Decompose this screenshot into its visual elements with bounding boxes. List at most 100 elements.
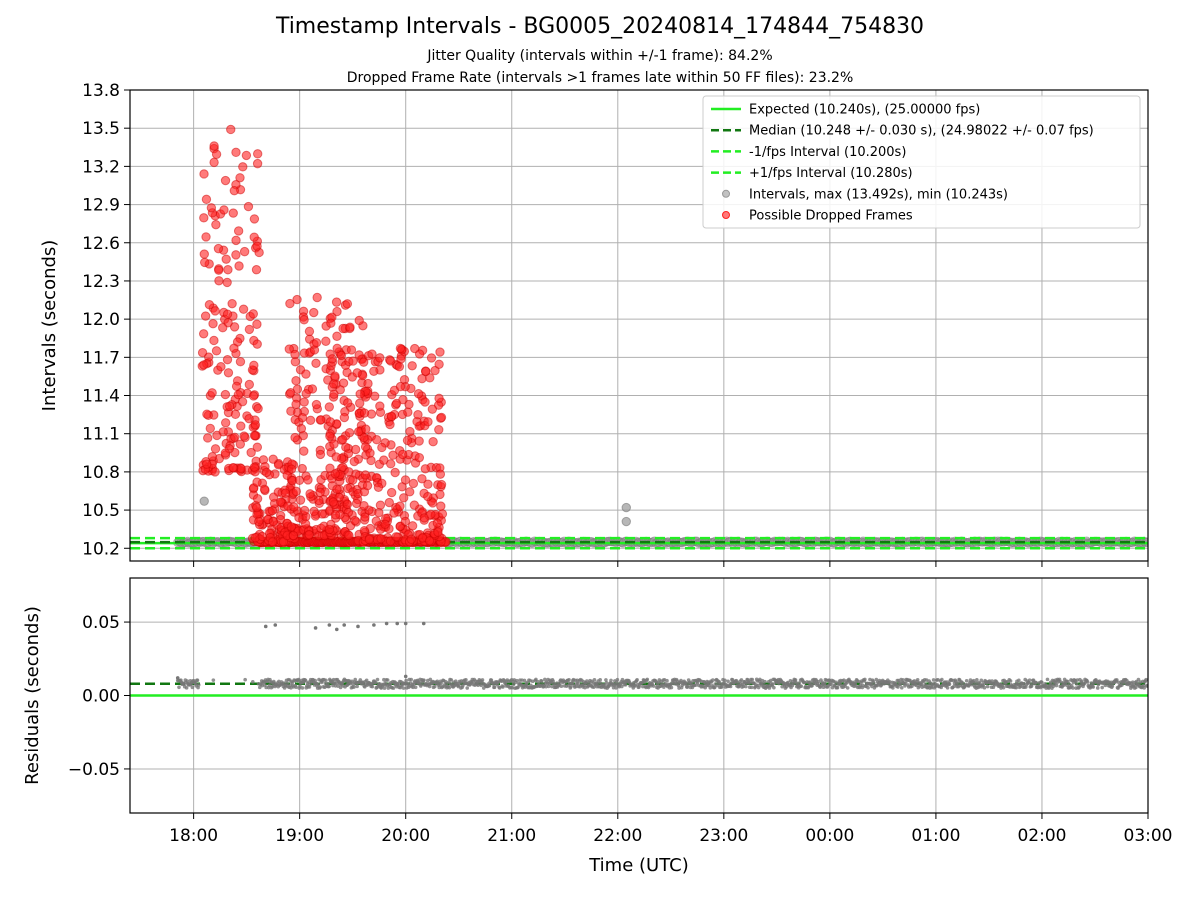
residual-point bbox=[419, 682, 424, 687]
residual-point bbox=[822, 681, 827, 686]
dropped-point bbox=[238, 162, 248, 172]
residual-point bbox=[761, 682, 765, 687]
chart-title: Timestamp Intervals - BG0005_20240814_17… bbox=[275, 14, 925, 39]
dropped-point bbox=[354, 350, 364, 360]
dropped-point bbox=[199, 213, 209, 223]
dropped-point bbox=[380, 519, 390, 530]
dropped-point bbox=[398, 395, 408, 405]
dropped-point-max-0 bbox=[226, 124, 236, 135]
residual-point bbox=[623, 683, 628, 687]
dropped-point bbox=[376, 533, 386, 544]
y-tick-label-intervals-1: 10.5 bbox=[82, 501, 120, 521]
dropped-point bbox=[305, 415, 316, 426]
residual-point bbox=[382, 677, 386, 682]
residual-point bbox=[574, 684, 578, 689]
residual-point bbox=[285, 681, 289, 686]
residual-point bbox=[358, 678, 363, 682]
dropped-point bbox=[228, 208, 238, 218]
residual-point bbox=[465, 686, 470, 690]
residual-point bbox=[592, 678, 597, 682]
residual-point bbox=[952, 684, 956, 689]
residual-point bbox=[411, 685, 415, 690]
dropped-point bbox=[285, 387, 296, 398]
residual-point bbox=[955, 681, 960, 685]
x-tick-label-6: 00:00 bbox=[805, 826, 854, 846]
interval-point-2 bbox=[621, 516, 631, 527]
dropped-point bbox=[420, 464, 431, 474]
residual-outlier-4 bbox=[327, 623, 332, 627]
dropped-point bbox=[204, 300, 215, 310]
residual-point bbox=[1100, 685, 1104, 690]
dropped-point bbox=[390, 467, 400, 478]
dropped-point bbox=[343, 398, 353, 408]
dropped-point bbox=[297, 412, 308, 423]
residual-point bbox=[1095, 686, 1100, 690]
dropped-point bbox=[345, 322, 355, 332]
dropped-point-max-1 bbox=[268, 454, 278, 464]
residual-point bbox=[1017, 678, 1021, 683]
dropped-point bbox=[234, 261, 244, 271]
residual-point bbox=[1080, 679, 1084, 683]
residual-point bbox=[901, 678, 905, 682]
dropped-point bbox=[332, 343, 342, 354]
dropped-point bbox=[305, 489, 315, 499]
residual-outlier-13 bbox=[403, 674, 408, 679]
dropped-point bbox=[216, 362, 226, 372]
dropped-point bbox=[249, 462, 260, 472]
residual-point bbox=[439, 681, 443, 685]
residual-point bbox=[447, 685, 452, 690]
residual-outlier-2 bbox=[273, 623, 278, 627]
residual-point bbox=[686, 683, 690, 688]
dropped-point bbox=[222, 309, 233, 319]
dropped-point bbox=[389, 508, 399, 518]
dropped-point bbox=[410, 343, 420, 354]
dropped-point bbox=[299, 397, 309, 407]
dropped-point bbox=[231, 147, 241, 158]
x-tick-label-1: 19:00 bbox=[275, 826, 324, 846]
y-axis-label-intervals: Intervals (seconds) bbox=[39, 240, 60, 412]
y-tick-label-intervals-4: 11.4 bbox=[82, 387, 120, 407]
legend-swatch-5 bbox=[722, 211, 730, 219]
dropped-point bbox=[301, 369, 311, 379]
dropped-point bbox=[364, 534, 374, 545]
residual-point bbox=[598, 677, 602, 682]
dropped-point bbox=[326, 318, 336, 328]
residual-point bbox=[1136, 677, 1141, 682]
residual-point bbox=[635, 678, 639, 682]
x-tick-label-0: 18:00 bbox=[169, 826, 218, 846]
dropped-point bbox=[420, 397, 430, 407]
residual-point bbox=[1091, 685, 1096, 689]
residual-point bbox=[604, 681, 609, 685]
dropped-point bbox=[355, 389, 365, 399]
residual-point bbox=[645, 677, 650, 682]
residual-point bbox=[370, 684, 375, 689]
dropped-point bbox=[359, 501, 369, 511]
dropped-point bbox=[360, 442, 371, 452]
residual-point bbox=[693, 683, 698, 687]
dropped-point bbox=[321, 336, 331, 346]
residual-point bbox=[1144, 677, 1148, 682]
residual-point bbox=[679, 678, 683, 683]
dropped-point bbox=[218, 427, 228, 437]
dropped-point bbox=[407, 521, 418, 531]
dropped-point bbox=[337, 434, 348, 445]
residual-outlier-7 bbox=[356, 624, 360, 629]
dropped-point bbox=[268, 516, 279, 527]
dropped-point bbox=[238, 304, 249, 314]
residual-point bbox=[615, 677, 620, 682]
dropped-point bbox=[329, 439, 339, 449]
residual-point bbox=[501, 685, 505, 689]
dropped-point bbox=[259, 484, 270, 495]
residual-point bbox=[300, 686, 305, 690]
residual-point bbox=[712, 685, 717, 690]
dropped-point bbox=[434, 359, 444, 370]
residual-point bbox=[422, 678, 426, 682]
residual-point bbox=[290, 680, 295, 685]
panel-residuals: 0.05 0.00 −0.05 Residuals (seconds) bbox=[22, 577, 1149, 819]
dropped-point bbox=[397, 449, 408, 460]
residual-point bbox=[364, 678, 369, 683]
dropped-point bbox=[220, 175, 231, 186]
dropped-point bbox=[220, 418, 231, 428]
dropped-point bbox=[249, 430, 260, 441]
